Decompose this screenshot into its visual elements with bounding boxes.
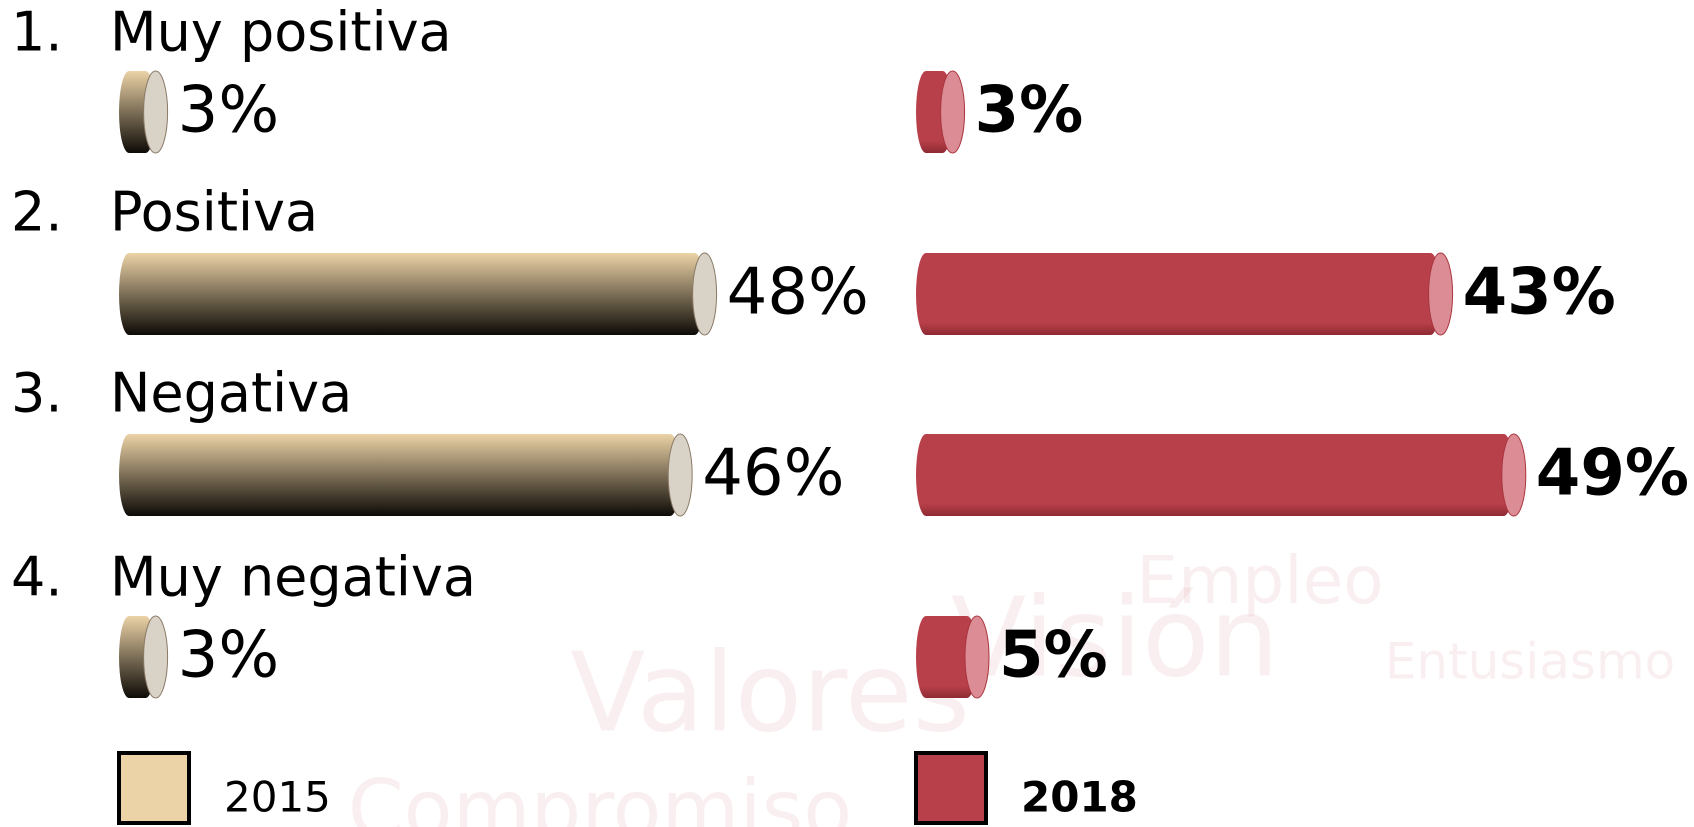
value-label: 3% xyxy=(178,74,280,148)
category-label: Negativa xyxy=(110,362,352,425)
value-label: 3% xyxy=(975,74,1084,148)
bar xyxy=(916,434,1514,516)
value-label: 48% xyxy=(727,256,869,330)
value-label: 5% xyxy=(999,619,1108,693)
category-label: Muy positiva xyxy=(110,1,452,64)
bar-cap xyxy=(1502,434,1526,516)
category-number: 1. xyxy=(11,1,63,64)
category-number: 3. xyxy=(11,362,63,425)
watermark: Valores xyxy=(570,628,970,756)
bar-cap xyxy=(965,616,989,698)
bar-cap xyxy=(144,616,168,698)
category-label: Muy negativa xyxy=(110,546,476,609)
bar xyxy=(119,434,680,516)
chart: EmpleoVisiónValoresEntusiasmoCompromiso1… xyxy=(0,0,1694,827)
watermark: Entusiasmo xyxy=(1385,633,1676,691)
legend-swatch xyxy=(916,753,986,823)
legend-swatch xyxy=(119,753,189,823)
value-label: 3% xyxy=(178,619,280,693)
bar-cap xyxy=(668,434,692,516)
bar-cap xyxy=(144,71,168,153)
value-label: 43% xyxy=(1463,256,1616,330)
value-label: 46% xyxy=(702,437,844,511)
category-number: 2. xyxy=(11,181,63,244)
legend-label: 2018 xyxy=(1021,773,1138,822)
bar xyxy=(119,253,705,335)
value-label: 49% xyxy=(1536,437,1689,511)
category-number: 4. xyxy=(11,546,63,609)
bar-cap xyxy=(693,253,717,335)
legend-label: 2015 xyxy=(224,773,331,822)
watermark: Compromiso xyxy=(348,763,852,827)
bar-cap xyxy=(1429,253,1453,335)
bar-cap xyxy=(941,71,965,153)
category-label: Positiva xyxy=(110,181,318,244)
bar xyxy=(916,253,1441,335)
